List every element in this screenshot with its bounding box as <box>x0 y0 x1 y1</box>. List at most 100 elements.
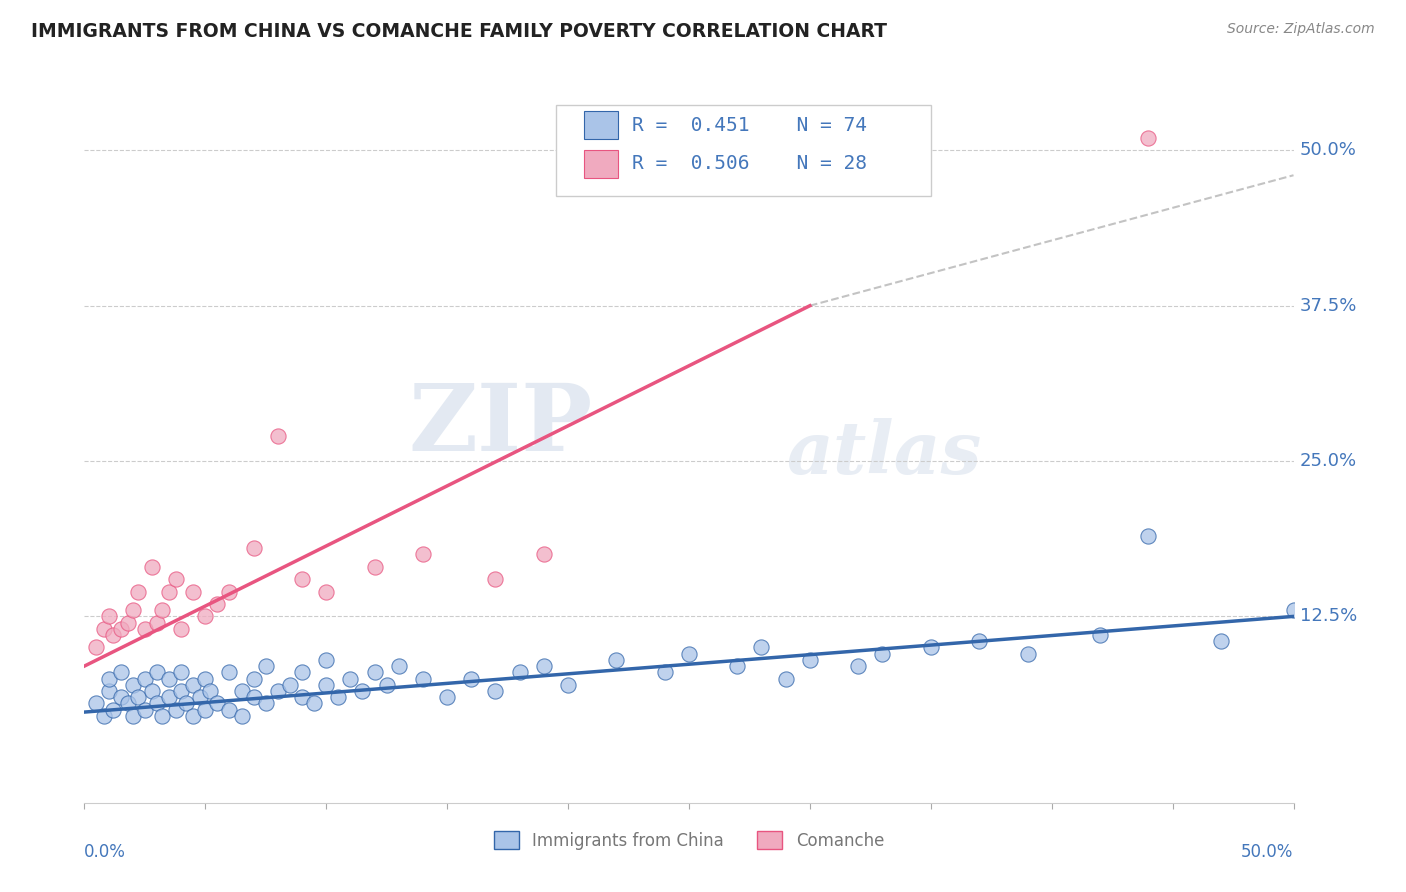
Point <box>775 672 797 686</box>
Point <box>117 697 139 711</box>
Text: 50.0%: 50.0% <box>1299 142 1357 160</box>
Bar <box>583 112 617 139</box>
Text: Source: ZipAtlas.com: Source: ZipAtlas.com <box>1227 22 1375 37</box>
Point <box>93 622 115 636</box>
Point <box>302 697 325 711</box>
Point <box>339 672 361 686</box>
Point <box>121 678 143 692</box>
Point <box>141 559 163 574</box>
Point <box>533 547 555 561</box>
Text: R =  0.451    N = 74: R = 0.451 N = 74 <box>633 116 868 135</box>
Point <box>967 634 990 648</box>
Point <box>751 640 773 655</box>
Point <box>218 703 240 717</box>
Point <box>127 584 149 599</box>
Point <box>254 697 277 711</box>
Point <box>170 622 193 636</box>
Point <box>436 690 458 705</box>
Point <box>181 678 204 692</box>
Point <box>181 708 204 723</box>
Legend: Immigrants from China, Comanche: Immigrants from China, Comanche <box>488 825 890 856</box>
Point <box>654 665 676 680</box>
Point <box>170 665 193 680</box>
Point <box>678 647 700 661</box>
Point <box>278 678 301 692</box>
Point <box>134 672 156 686</box>
Point <box>194 672 217 686</box>
Point <box>920 640 942 655</box>
Point <box>194 703 217 717</box>
Point <box>484 572 506 586</box>
Point <box>315 584 337 599</box>
Point <box>1282 603 1305 617</box>
Point <box>190 690 212 705</box>
Point <box>174 697 197 711</box>
Point <box>412 547 434 561</box>
Point <box>103 628 125 642</box>
Point <box>110 622 132 636</box>
Point <box>157 690 180 705</box>
Point <box>141 684 163 698</box>
Point <box>134 622 156 636</box>
Point <box>363 559 385 574</box>
Point <box>157 672 180 686</box>
Point <box>1088 628 1111 642</box>
Point <box>484 684 506 698</box>
Point <box>97 609 120 624</box>
Point <box>146 697 169 711</box>
Point <box>93 708 115 723</box>
Point <box>533 659 555 673</box>
Point <box>509 665 531 680</box>
Point <box>207 597 229 611</box>
Point <box>388 659 411 673</box>
Point <box>315 678 337 692</box>
Text: R =  0.506    N = 28: R = 0.506 N = 28 <box>633 154 868 173</box>
Text: 37.5%: 37.5% <box>1299 297 1357 315</box>
Point <box>412 672 434 686</box>
Point <box>242 672 264 686</box>
Point <box>328 690 350 705</box>
Point <box>218 665 240 680</box>
Point <box>291 572 314 586</box>
Point <box>127 690 149 705</box>
Text: 50.0%: 50.0% <box>1241 843 1294 861</box>
Point <box>231 708 253 723</box>
Point <box>110 665 132 680</box>
Point <box>291 665 314 680</box>
Point <box>725 659 748 673</box>
Point <box>121 708 143 723</box>
Point <box>605 653 627 667</box>
Point <box>110 690 132 705</box>
Point <box>291 690 314 705</box>
Point <box>1017 647 1039 661</box>
Point <box>231 684 253 698</box>
Point <box>97 684 120 698</box>
Point <box>165 703 187 717</box>
Point <box>267 429 290 443</box>
Point <box>846 659 869 673</box>
Point <box>242 690 264 705</box>
Point <box>103 703 125 717</box>
Bar <box>583 150 617 178</box>
Point <box>146 615 169 630</box>
Point <box>146 665 169 680</box>
Point <box>86 640 108 655</box>
Point <box>1137 528 1160 542</box>
Point <box>254 659 277 673</box>
Point <box>1137 131 1160 145</box>
Point <box>460 672 482 686</box>
Point <box>799 653 821 667</box>
Point <box>557 678 579 692</box>
Text: atlas: atlas <box>786 418 981 490</box>
Text: 0.0%: 0.0% <box>84 843 127 861</box>
Point <box>117 615 139 630</box>
Point <box>170 684 193 698</box>
Point <box>1209 634 1232 648</box>
Point <box>375 678 398 692</box>
Text: IMMIGRANTS FROM CHINA VS COMANCHE FAMILY POVERTY CORRELATION CHART: IMMIGRANTS FROM CHINA VS COMANCHE FAMILY… <box>31 22 887 41</box>
Point <box>242 541 264 555</box>
Point <box>315 653 337 667</box>
Point <box>150 708 173 723</box>
Point <box>150 603 173 617</box>
Point <box>97 672 120 686</box>
